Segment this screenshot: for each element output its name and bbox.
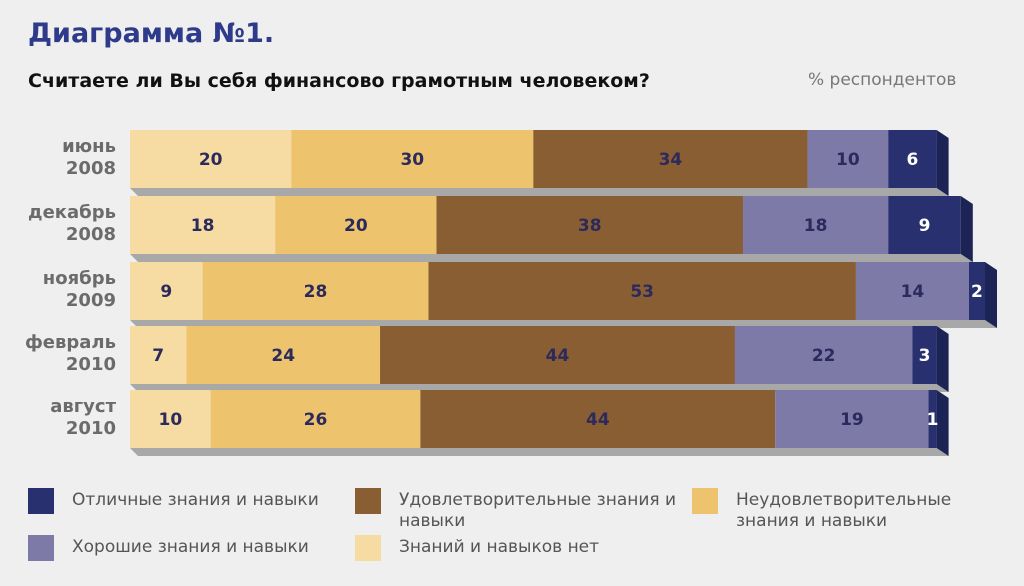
bar-shadow (130, 254, 973, 262)
bar-segment (186, 326, 381, 384)
bar-shadow (130, 188, 949, 196)
bar-segment (130, 130, 292, 188)
bar-segment (855, 262, 969, 320)
value-label: 14 (901, 282, 925, 302)
category-label: декабрь 2008 (28, 202, 116, 245)
bar-segment (130, 390, 211, 448)
bar-segment (734, 326, 913, 384)
bar-side (985, 262, 997, 328)
value-label: 44 (546, 346, 570, 366)
bar-segment (968, 262, 985, 320)
value-label: 53 (630, 282, 654, 302)
bar-segment (275, 196, 437, 254)
bar-side (936, 390, 949, 456)
value-label: 10 (836, 150, 860, 170)
value-label: 9 (919, 216, 931, 236)
chart-title: Диаграмма №1. (28, 18, 275, 49)
category-label: июнь 2008 (62, 136, 116, 179)
value-label: 18 (191, 216, 215, 236)
bar-segment (420, 390, 776, 448)
value-label: 19 (840, 410, 864, 430)
bar-side (936, 130, 949, 196)
bar-segment (436, 196, 744, 254)
value-label: 9 (160, 282, 172, 302)
legend-swatch (28, 488, 54, 514)
bar-segment (210, 390, 421, 448)
bar-segment (130, 196, 276, 254)
bar-segment (130, 326, 187, 384)
value-label: 34 (659, 150, 683, 170)
value-label: 22 (812, 346, 836, 366)
bar-side (960, 196, 973, 262)
bar-segment (743, 196, 889, 254)
value-label: 38 (578, 216, 602, 236)
bar-shadow (130, 448, 949, 456)
legend-label: Отличные знания и навыки (72, 490, 319, 510)
value-label: 18 (804, 216, 828, 236)
legend-label: Хорошие знания и навыки (72, 537, 309, 557)
bar-side (936, 326, 949, 392)
chart-subtitle: Считаете ли Вы себя финансово грамотным … (28, 70, 650, 92)
bar-segment (380, 326, 735, 384)
value-label: 1 (927, 410, 939, 430)
value-label: 2 (971, 282, 983, 302)
value-label: 20 (199, 150, 223, 170)
value-label: 20 (344, 216, 368, 236)
value-label: 30 (400, 150, 424, 170)
value-label: 10 (158, 410, 182, 430)
bar-segment (428, 262, 856, 320)
value-label: 44 (586, 410, 610, 430)
value-label: 6 (906, 150, 918, 170)
bar-segment (928, 390, 937, 448)
bar-segment (202, 262, 429, 320)
category-label: февраль 2010 (24, 332, 116, 375)
category-label: ноябрь 2009 (42, 268, 116, 311)
legend-label: Знаний и навыков нет (399, 537, 600, 557)
value-label: 24 (271, 346, 295, 366)
bar-segment (130, 262, 203, 320)
legend-swatch (692, 488, 718, 514)
bar-segment (291, 130, 534, 188)
unit-label: % респондентов (808, 70, 957, 90)
bar-segment (888, 130, 937, 188)
legend-swatch (355, 535, 381, 561)
legend-label: Удовлетворительные знания и навыки (399, 490, 677, 531)
bar-segment (807, 130, 889, 188)
legend-label: Неудовлетворительные знания и навыки (736, 490, 952, 531)
value-label: 3 (919, 346, 931, 366)
value-label: 7 (152, 346, 164, 366)
category-label: август 2010 (50, 396, 116, 439)
bar-segment (888, 196, 961, 254)
bar-segment (533, 130, 808, 188)
legend-swatch (355, 488, 381, 514)
legend-swatch (28, 535, 54, 561)
bar-segment (775, 390, 929, 448)
bar-segment (912, 326, 937, 384)
value-label: 28 (304, 282, 328, 302)
value-label: 26 (304, 410, 328, 430)
